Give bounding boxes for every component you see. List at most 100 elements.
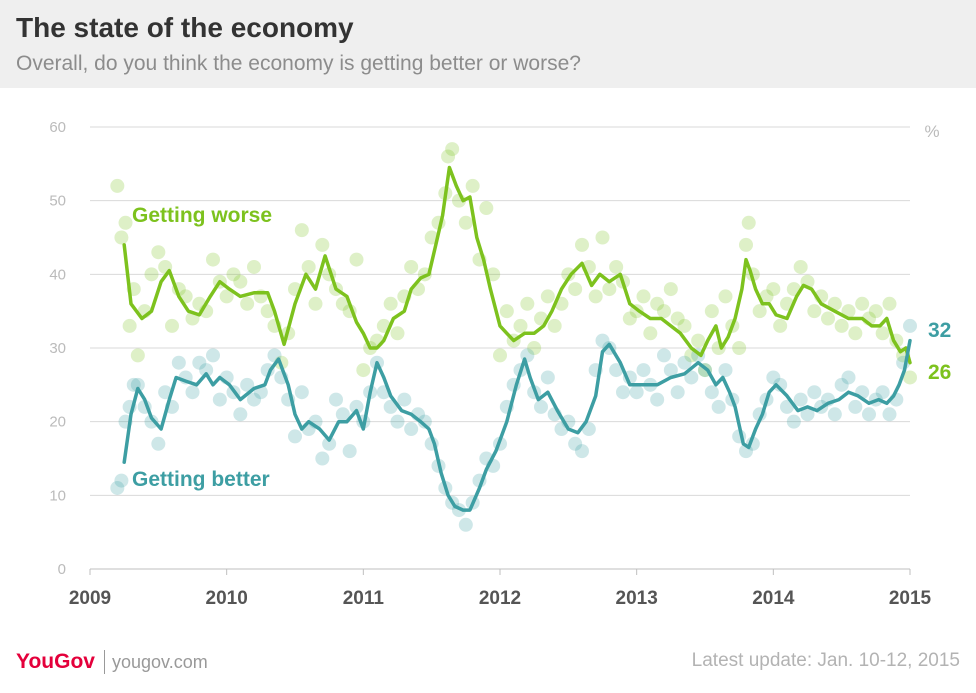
worse-data-point [875, 326, 890, 341]
worse-data-point [766, 282, 781, 297]
better-data-point [629, 385, 644, 400]
yougov-logo: YouGov [16, 650, 95, 673]
better-data-point [534, 399, 548, 414]
worse-data-point [404, 259, 419, 274]
better-data-point [233, 407, 248, 422]
worse-data-point [513, 318, 528, 333]
worse-data-point [609, 259, 624, 274]
worse-data-point [233, 274, 248, 289]
worse-data-point [882, 296, 897, 311]
better-data-point [397, 392, 412, 407]
worse-data-point [301, 259, 316, 274]
y-tick-label: 40 [49, 266, 66, 283]
better-trend-line [122, 338, 912, 512]
worse-data-point [390, 326, 405, 341]
worse-data-point [356, 363, 371, 378]
better-data-point [718, 363, 733, 378]
worse-data-point [575, 237, 589, 252]
better-data-point [807, 385, 822, 400]
end-value-better: 32 [928, 319, 951, 342]
footer-site-link[interactable]: yougov.com [112, 652, 208, 672]
worse-data-point [206, 252, 220, 267]
better-data-point [329, 392, 343, 407]
worse-data-point [650, 296, 665, 311]
y-tick-label: 30 [49, 340, 66, 357]
worse-data-point [349, 252, 364, 267]
worse-trend-line [122, 165, 912, 365]
chart-subtitle: Overall, do you think the economy is get… [16, 52, 581, 75]
better-data-point [773, 377, 788, 392]
x-tick-label: 2013 [616, 588, 658, 609]
latest-update: Latest update: Jan. 10-12, 2015 [691, 650, 960, 671]
y-tick-label: 60 [49, 119, 66, 136]
worse-data-point [335, 296, 350, 311]
better-data-point [677, 355, 692, 370]
better-data-point [568, 436, 583, 451]
x-tick-label: 2015 [889, 588, 932, 609]
better-data-point [458, 517, 473, 532]
worse-data-point [595, 230, 610, 245]
better-data-point [240, 377, 255, 392]
worse-data-point [732, 341, 747, 355]
better-data-point [294, 385, 309, 400]
worse-data-point [834, 318, 849, 333]
better-data-point [151, 436, 166, 451]
better-data-point [882, 407, 897, 422]
trend-lines [122, 165, 912, 512]
axis-labels: 0 10 20 30 40 50 60 % 2009 2010 2011 2012 2013 2014 20… [49, 119, 939, 609]
better-data-point [786, 414, 801, 429]
better-data-point [834, 377, 849, 392]
worse-data-point [903, 370, 917, 385]
footer-divider [104, 650, 105, 674]
better-data-point [335, 407, 350, 422]
better-data-point [288, 429, 302, 444]
y-tick-label: 10 [49, 487, 66, 504]
better-data-point [595, 333, 610, 348]
better-data-point [616, 385, 630, 400]
better-data-point [827, 407, 842, 422]
worse-data-point [741, 215, 756, 230]
worse-data-point [383, 296, 398, 311]
x-tick-label: 2011 [343, 588, 385, 609]
worse-data-point [718, 289, 733, 304]
x-tick-label: 2009 [69, 588, 111, 609]
worse-data-point [568, 282, 583, 297]
chart-title: The state of the economy [16, 12, 354, 43]
worse-data-point [219, 289, 234, 304]
better-data-point [609, 363, 624, 378]
better-data-point [766, 370, 781, 385]
better-data-point [704, 385, 719, 400]
better-data-point [315, 451, 330, 466]
better-data-point [199, 363, 214, 378]
y-unit-label: % [924, 122, 939, 141]
worse-data-point [130, 348, 145, 363]
grid-lines [90, 126, 910, 570]
worse-data-point [657, 304, 671, 319]
x-tick-label: 2012 [479, 588, 521, 609]
series-label-worse: Getting worse [132, 204, 272, 227]
better-data-point [575, 444, 589, 459]
better-data-point [110, 480, 125, 495]
worse-data-point [226, 267, 241, 282]
y-tick-label: 50 [49, 193, 66, 210]
better-data-point [247, 392, 261, 407]
worse-data-point [486, 267, 501, 282]
worse-data-point [445, 142, 460, 157]
better-data-point [158, 385, 173, 400]
better-data-point [206, 348, 220, 363]
worse-data-point [458, 215, 473, 230]
worse-data-point [547, 318, 562, 333]
better-data-point [841, 370, 856, 385]
end-value-worse: 26 [928, 361, 951, 384]
worse-data-point [499, 304, 514, 319]
worse-data-point [602, 282, 617, 297]
series-label-better: Getting better [132, 468, 270, 491]
better-data-point [540, 370, 555, 385]
better-data-point [417, 414, 432, 429]
worse-data-point [240, 296, 255, 311]
worse-data-point [315, 237, 330, 252]
better-data-point [903, 318, 917, 333]
worse-data-point [868, 304, 883, 319]
series-labels: Getting worse Getting better 32 26 [132, 204, 951, 491]
worse-data-point [122, 318, 137, 333]
